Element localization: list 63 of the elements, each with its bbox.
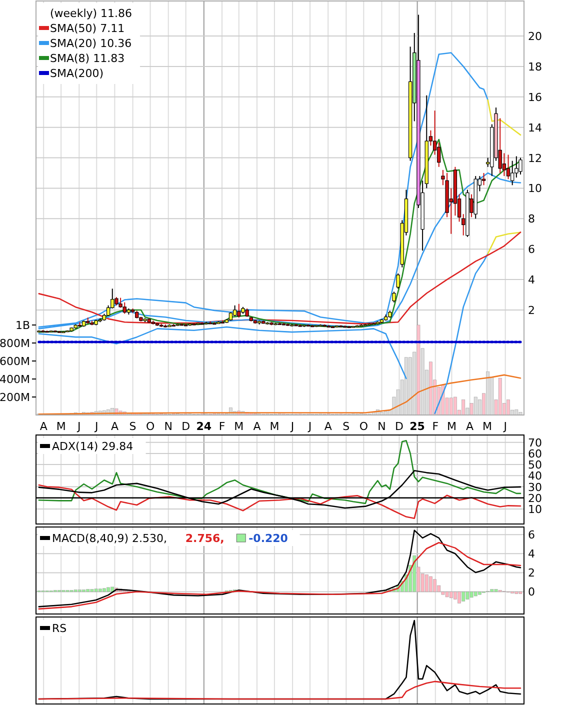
y-tick-label: 2 [528,304,535,317]
y-tick-label: 4 [528,548,535,561]
y2-tick-label: 800M [0,337,30,350]
x-tick-label: M [446,420,456,433]
x-tick-label: A [110,420,119,433]
y-tick-label: 60 [528,447,542,460]
y-tick-label: 30 [528,480,542,494]
legend-label: RS [52,622,67,635]
y2-tick-label: 1B [15,319,30,332]
x-tick-label: M [270,420,280,433]
y-tick-label: 4 [528,274,535,287]
y-tick-label: 18 [528,60,542,74]
x-tick-label: J [502,420,507,433]
x-tick-label: A [40,420,48,433]
x-tick-label: J [76,420,81,433]
legend-label: ADX(14) 29.84 [52,440,134,453]
x-tick-label: J [94,420,98,433]
legend-label: MACD(8,40,9) 2.530, [52,532,168,545]
x-tick-label: J [290,420,294,433]
y-tick-label: 2 [528,566,535,580]
legend-label: SMA(20) 10.36 [50,37,132,50]
y-tick-label: 50 [528,458,542,472]
y-tick-label: 0 [528,586,535,599]
y-tick-label: 10 [528,182,542,196]
legend-label: SMA(200) [50,67,104,80]
legend-label: SMA(50) 7.11 [50,22,125,35]
x-tick-label: 25 [410,420,425,433]
y-tick-label: 14 [528,121,542,134]
legend-label: -0.220 [248,532,288,545]
y2-tick-label: 600M [0,355,30,368]
y-tick-label: 40 [528,470,542,483]
text: 2.756, [185,532,224,545]
y-tick-label: 16 [528,90,542,104]
x-tick-label: 24 [196,420,212,433]
x-tick-label: O [359,420,368,433]
x-tick-label: M [482,420,492,433]
x-tick-label: A [466,420,474,433]
y-tick-label: 20 [528,492,542,505]
y2-tick-label: 200M [0,391,30,404]
y-tick-label: 6 [528,243,535,256]
y-tick-label: 8 [528,212,535,226]
y-tick-label: 12 [528,152,542,165]
x-tick-label: N [164,420,172,433]
x-tick-label: N [378,420,386,433]
y-tick-label: 6 [528,528,535,542]
x-tick-label: A [324,420,332,433]
y-tick-label: 70 [528,436,542,450]
x-tick-label: O [146,420,155,433]
x-tick-label: M [234,420,244,433]
x-tick-label: M [56,420,66,433]
y2-tick-label: 400M [0,373,30,386]
y-tick-label: 10 [528,503,542,516]
x-tick-label: D [182,420,190,433]
x-tick-label: A [253,420,262,433]
x-tick-label: J [307,420,312,433]
y-tick-label: 20 [528,30,542,44]
legend-title: (weekly) 11.86 [50,7,132,20]
legend-label: SMA(8) 11.83 [50,52,125,65]
x-tick-label: S [129,420,136,433]
x-tick-label: F [432,420,439,433]
x-tick-label: D [394,420,404,433]
x-tick-label: F [218,420,226,433]
x-tick-label: S [342,420,350,433]
